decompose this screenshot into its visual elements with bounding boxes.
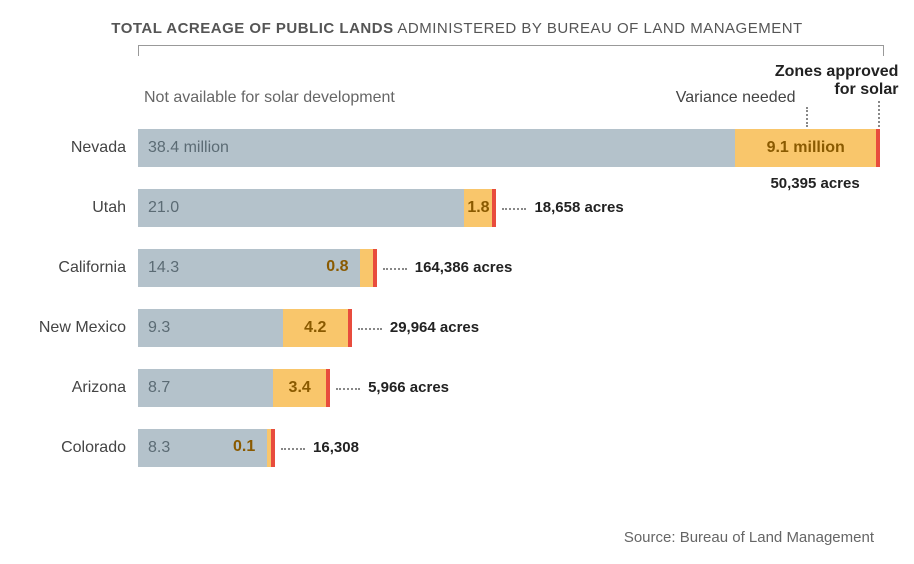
zone-callout: 16,308 [313,439,359,456]
bar-track: 8.73.4 5,966 acres [138,369,884,407]
zone-callout: 18,658 acres [534,199,623,216]
title-bold: TOTAL ACREAGE OF PUBLIC LANDS [111,20,393,37]
segment-variance: 3.4 [273,369,326,407]
bar-track: 38.4 million9.1 million50,395 acres [138,129,884,167]
state-label: California [30,259,138,277]
legend-variance-leader [806,107,808,127]
legend-zones-approved: Zones approved for solar [758,63,898,100]
legend-zone-line1: Zones approved [758,63,898,81]
variance-value: 0.1 [233,438,255,456]
zone-callout: 164,386 acres [415,259,513,276]
segment-not-available: 38.4 million [138,129,735,167]
state-label: New Mexico [30,319,138,337]
callout-leader [336,388,360,390]
segment-not-available: 8.7 [138,369,273,407]
title-bracket [138,45,884,63]
source-label: Source: Bureau of Land Management [624,529,874,546]
segment-zone [271,429,275,467]
bar-chart: Nevada38.4 million9.1 million50,395 acre… [30,127,884,469]
segment-not-available: 9.3 [138,309,283,347]
state-label: Utah [30,199,138,217]
callout-leader [383,268,407,270]
state-label: Nevada [30,139,138,157]
title-rest: ADMINISTERED BY BUREAU OF LAND MANAGEMEN… [394,20,803,37]
bar-row: New Mexico9.34.2 29,964 acres [30,307,884,349]
segment-variance: 1.8 [464,189,492,227]
bar-track: 21.01.8 18,658 acres [138,189,884,227]
bar-track: 14.30.8164,386 acres [138,249,884,287]
legend-zone-leader [878,101,880,127]
chart-title: TOTAL ACREAGE OF PUBLIC LANDS ADMINISTER… [30,20,884,37]
variance-value: 0.8 [326,258,348,276]
bar-track: 8.30.116,308 [138,429,884,467]
segment-variance: 9.1 million [735,129,876,167]
zone-callout: 5,966 acres [368,379,449,396]
legend-zone-line2: for solar [758,81,898,99]
zone-callout: 29,964 acres [390,319,479,336]
segment-zone [373,249,377,287]
segment-not-available: 21.0 [138,189,464,227]
bar-row: Arizona8.73.4 5,966 acres [30,367,884,409]
segment-variance [360,249,372,287]
callout-leader [281,448,305,450]
segment-zone [348,309,352,347]
bar-row: Nevada38.4 million9.1 million50,395 acre… [30,127,884,169]
bar-row: Colorado8.30.116,308 [30,427,884,469]
segment-zone [326,369,330,407]
bar-row: Utah21.01.8 18,658 acres [30,187,884,229]
callout-leader [502,208,526,210]
segment-variance: 4.2 [283,309,348,347]
legend-row: Not available for solar development Vari… [138,63,884,123]
callout-leader [358,328,382,330]
bar-track: 9.34.2 29,964 acres [138,309,884,347]
state-label: Colorado [30,439,138,457]
legend-not-available: Not available for solar development [144,89,395,107]
segment-zone [492,189,496,227]
bar-row: California14.30.8164,386 acres [30,247,884,289]
state-label: Arizona [30,379,138,397]
segment-zone [876,129,880,167]
